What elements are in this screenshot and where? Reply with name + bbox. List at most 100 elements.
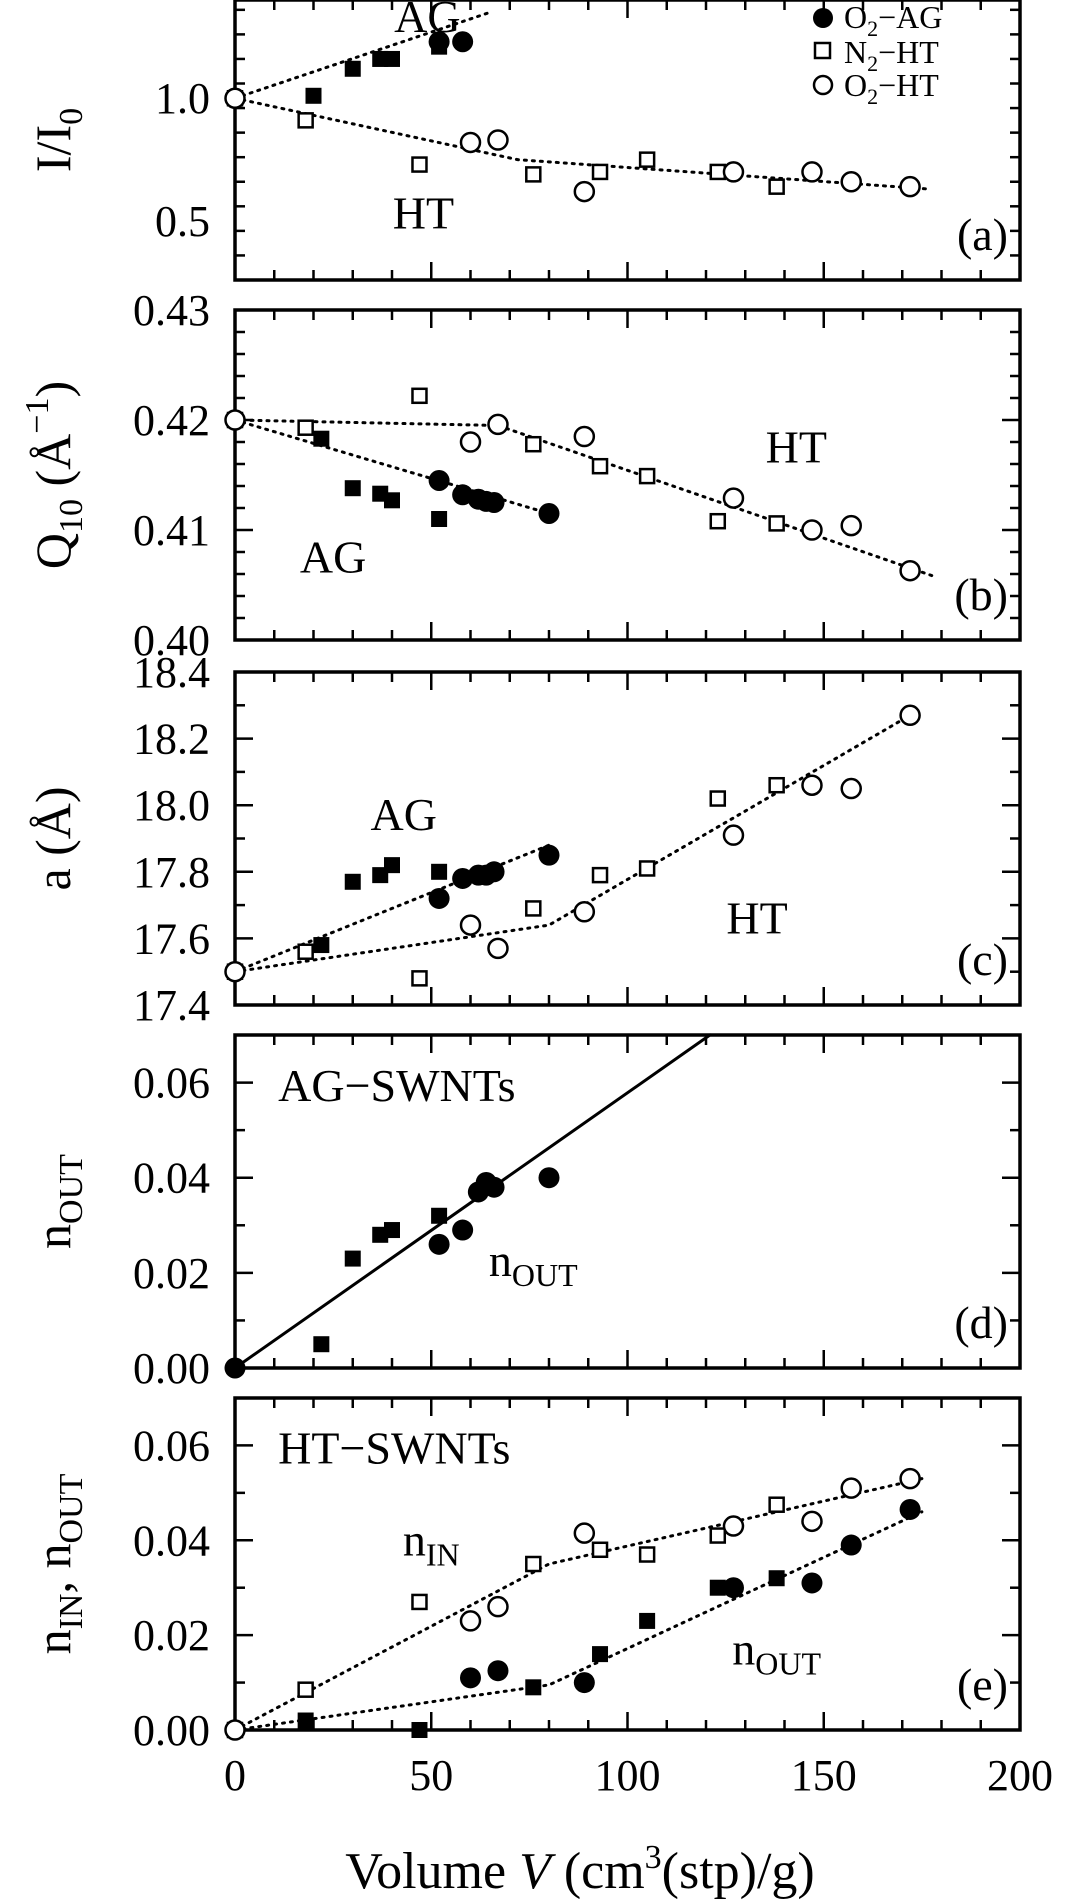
fit-line-dotted [233,1477,924,1732]
data-point-open-circle [573,901,596,923]
data-point-filled-square [431,1207,448,1224]
data-point-filled-square [384,50,400,67]
data-point-filled-square [411,1722,428,1738]
data-point-filled-square [384,1222,400,1239]
data-point-open-square [768,776,785,794]
data-point-open-square [591,163,609,181]
x-tick-label: 0 [224,1751,246,1800]
y-tick-label: 0.06 [133,1059,210,1108]
data-point-filled-square [313,430,330,447]
legend-marker-n2-ht [813,41,832,60]
y-axis-title: nOUT [25,1154,90,1249]
data-point-open-circle [459,431,482,453]
data-point-open-circle [573,425,596,448]
data-point-filled-circle [538,1167,560,1189]
data-point-open-square [525,166,542,183]
data-point-open-circle [224,87,246,109]
data-point-filled-circle [483,861,505,883]
annotation: HT [393,188,454,239]
panels-layer: 0 50 100 150 2000.51.0I/I0(a)AGHT0.400.410.4… [19,0,1053,1800]
annotation: HT [766,422,827,473]
data-point-filled-circle [573,1672,595,1694]
data-point-open-square [411,970,428,987]
annotation: AG [394,0,460,42]
annotation: HT [726,892,787,943]
data-point-open-square [297,112,314,129]
data-point-filled-circle [538,503,560,524]
data-point-open-circle [840,777,862,800]
data-point-open-circle [224,409,246,431]
data-point-filled-square [709,1579,726,1596]
data-point-open-square [297,1681,314,1698]
data-point-filled-circle [452,1219,474,1241]
y-axis-title: I/I0 [25,108,90,172]
fit-line-dotted [233,96,932,191]
x-tick-label: 150 [791,1751,857,1800]
data-point-filled-circle [460,1667,481,1689]
data-point-open-square [709,1527,727,1544]
x-tick-label: 200 [987,1751,1053,1800]
data-point-open-circle [801,1510,823,1533]
data-point-open-square [591,866,609,884]
data-point-filled-circle [483,492,505,513]
y-tick-label: 0.02 [133,1249,210,1298]
data-point-open-square [525,1555,542,1573]
y-tick-label: 0.40 [133,616,210,665]
data-point-open-circle [801,774,823,796]
y-tick-label: 0.42 [133,396,210,445]
panel-d: 0.00 0.02 0.04 0.06 nOUT (d) AG−SWNTs nOUT [25,1033,1022,1393]
y-tick-label: 17.4 [133,981,210,1030]
y-tick-label: 1.0 [155,74,210,123]
data-point-open-square [297,419,314,436]
y-tick-label: 0.04 [133,1154,210,1203]
data-point-open-square [297,943,314,960]
annotation: HT−SWNTs [278,1423,510,1474]
data-point-filled-square [313,937,330,954]
x-tick-label: 50 [409,1751,453,1800]
data-point-open-circle [801,161,823,183]
data-point-open-circle [899,1467,921,1490]
annotation: AG [300,532,366,583]
data-point-filled-square [431,863,448,880]
plot-frame [233,308,1022,642]
data-point-filled-circle [428,887,450,909]
data-point-filled-square [344,1250,361,1267]
data-point-open-circle [722,487,745,509]
fit-line-dotted [233,713,912,974]
y-tick-label: 0.00 [133,1344,210,1393]
y-tick-label: 17.8 [133,848,210,897]
data-point-filled-circle [487,1660,509,1682]
legend-marker-o2-ht [812,74,834,96]
data-point-open-square [411,156,428,173]
data-point-filled-circle [428,31,450,53]
data-point-filled-circle [452,31,474,53]
data-point-open-circle [840,1477,862,1499]
data-point-filled-circle [801,1572,823,1594]
y-axis-title: Q10 (Å−1) [19,381,90,569]
data-point-filled-square [384,492,400,509]
data-point-open-square [411,1593,428,1611]
data-point-open-circle [487,937,509,960]
panel-e: 0.00 0.02 0.04 0.06 nIN, nOUT (e) HT−SWNTs nIN n… [25,1396,1022,1755]
data-point-open-circle [459,131,482,154]
data-point-filled-circle [840,1534,862,1556]
data-point-filled-circle [224,1357,246,1379]
y-tick-label: 0.5 [155,197,210,246]
y-tick-label: 18.2 [133,715,210,764]
data-point-open-square [709,790,727,807]
data-point-open-circle [899,559,921,582]
data-point-open-square [638,467,656,485]
data-point-open-square [525,900,542,917]
data-point-filled-square [431,511,448,527]
legend: O2−AG N2−HT O2−HT [812,0,942,109]
panel-a: 0.5 1.0 I/I0 (a) AG HT [25,0,1022,282]
data-point-filled-circle [428,1233,450,1255]
y-tick-label: 18.0 [133,781,210,830]
data-point-open-circle [487,413,509,436]
data-point-open-circle [573,1522,596,1544]
y-axis-title: a (Å) [25,786,81,890]
panel-label: (d) [954,1297,1008,1348]
y-tick-label: 18.4 [133,648,210,697]
annotation: nOUT [489,1235,578,1293]
data-point-open-circle [722,161,745,183]
